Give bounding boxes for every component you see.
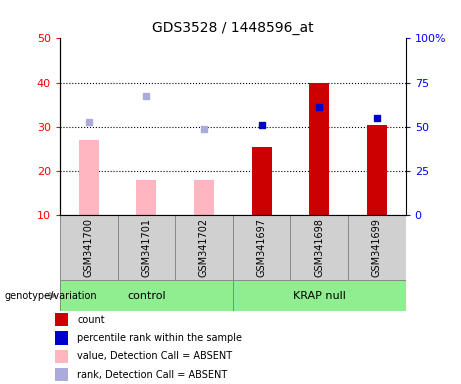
Bar bbox=[55, 350, 68, 363]
Bar bbox=[60, 280, 233, 311]
Text: GSM341700: GSM341700 bbox=[84, 218, 94, 277]
Bar bbox=[118, 215, 175, 280]
Bar bbox=[348, 215, 406, 280]
Bar bbox=[60, 215, 118, 280]
Bar bbox=[194, 180, 214, 215]
Bar bbox=[290, 215, 348, 280]
Text: GSM341701: GSM341701 bbox=[142, 218, 151, 277]
Bar bbox=[55, 368, 68, 381]
Title: GDS3528 / 1448596_at: GDS3528 / 1448596_at bbox=[152, 21, 313, 35]
Bar bbox=[55, 331, 68, 344]
Text: count: count bbox=[77, 315, 105, 325]
Bar bbox=[233, 215, 290, 280]
Text: GSM341699: GSM341699 bbox=[372, 218, 382, 277]
Text: GSM341698: GSM341698 bbox=[314, 218, 324, 277]
Text: percentile rank within the sample: percentile rank within the sample bbox=[77, 333, 242, 343]
Text: control: control bbox=[127, 291, 165, 301]
Bar bbox=[136, 180, 156, 215]
Text: value, Detection Call = ABSENT: value, Detection Call = ABSENT bbox=[77, 351, 232, 361]
Text: genotype/variation: genotype/variation bbox=[5, 291, 97, 301]
Bar bbox=[252, 147, 272, 215]
Bar bbox=[175, 215, 233, 280]
Bar bbox=[309, 83, 329, 215]
Text: GSM341702: GSM341702 bbox=[199, 218, 209, 277]
Bar bbox=[55, 313, 68, 326]
Bar bbox=[233, 280, 406, 311]
Bar bbox=[79, 140, 99, 215]
Bar bbox=[367, 124, 387, 215]
Text: rank, Detection Call = ABSENT: rank, Detection Call = ABSENT bbox=[77, 369, 228, 379]
Text: KRAP null: KRAP null bbox=[293, 291, 346, 301]
Text: GSM341697: GSM341697 bbox=[257, 218, 266, 277]
